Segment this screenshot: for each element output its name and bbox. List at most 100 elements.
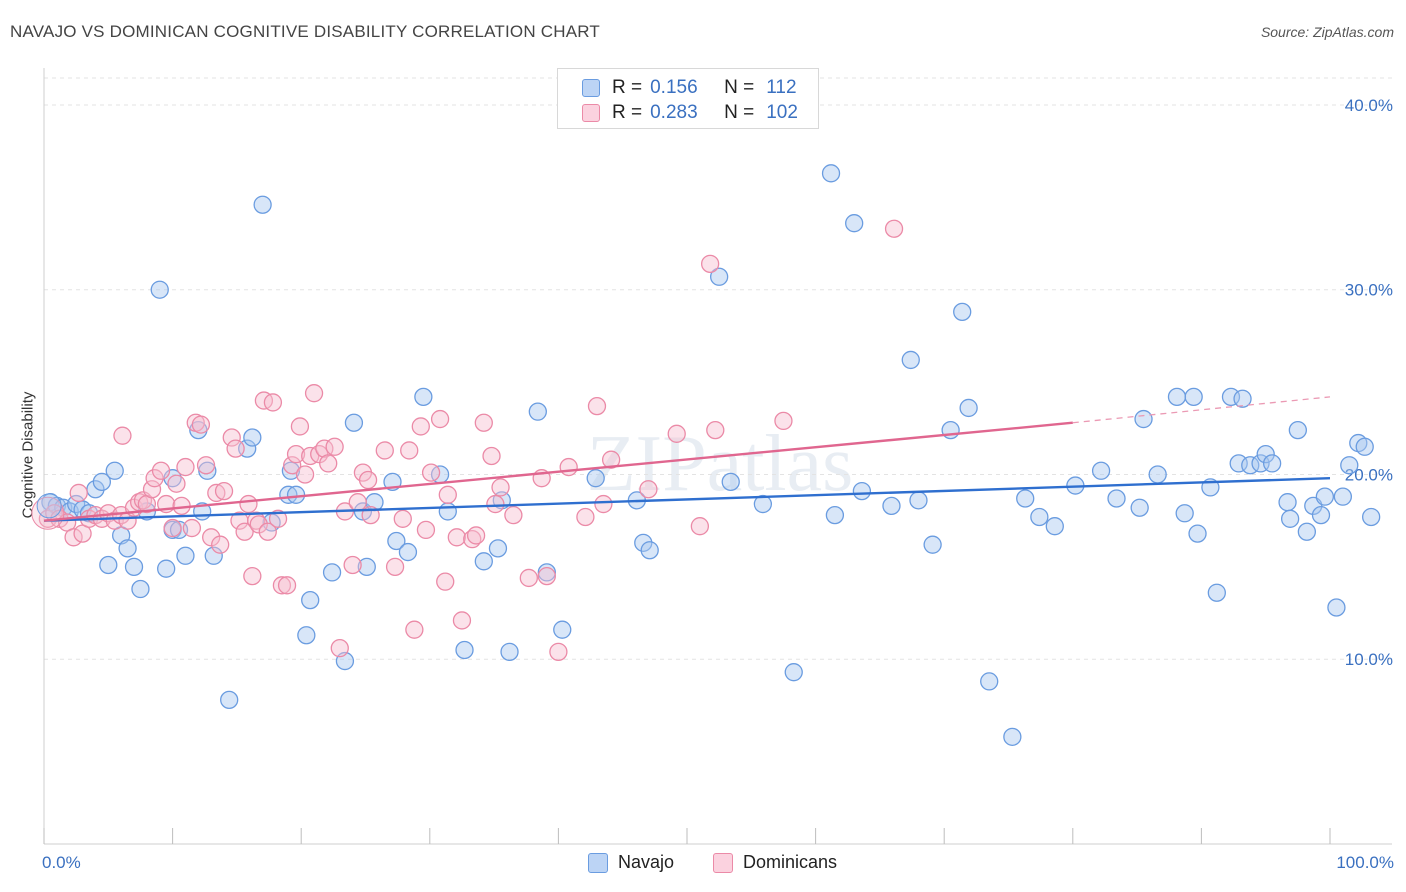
dominicans-point xyxy=(466,526,486,545)
dominicans-point xyxy=(486,494,505,514)
dominicans-point xyxy=(268,509,288,528)
dominicans-point xyxy=(222,428,241,447)
stats-legend: R = 0.156 N = 112 R = 0.283 N = 102 xyxy=(557,68,819,129)
dominicans-point xyxy=(416,520,436,540)
dominicans-point xyxy=(239,494,258,514)
navajo-point xyxy=(1233,389,1252,408)
dominicans-point xyxy=(145,469,164,488)
navajo-point xyxy=(1134,409,1153,429)
dominicans-point xyxy=(343,555,362,575)
navajo-point xyxy=(959,398,978,418)
navajo-point xyxy=(297,626,316,645)
navajo-point xyxy=(204,546,223,565)
legend-item-dominicans: Dominicans xyxy=(713,852,837,873)
chart-title: NAVAJO VS DOMINICAN COGNITIVE DISABILITY… xyxy=(10,22,601,41)
navajo-point xyxy=(1315,487,1335,506)
navajo-point xyxy=(357,557,376,577)
dominicans-point xyxy=(290,417,310,436)
dominicans-point xyxy=(706,420,725,440)
navajo-point xyxy=(1278,493,1297,512)
dominicans-point xyxy=(594,494,613,514)
dominicans-point xyxy=(214,481,234,501)
dominicans-point xyxy=(319,454,338,473)
navajo-point xyxy=(1256,445,1275,464)
n-label: N = xyxy=(724,77,755,98)
dominicans-point xyxy=(277,576,297,595)
dominicans-point xyxy=(69,483,88,503)
r-label: R = xyxy=(612,102,643,123)
navajo-point xyxy=(488,539,508,558)
y-tick-label: 10.0% xyxy=(1345,650,1393,669)
navajo-point xyxy=(1030,507,1049,527)
navajo-point xyxy=(118,539,137,558)
navajo-point xyxy=(1045,517,1064,536)
dominicans-point xyxy=(690,517,710,536)
navajo-point xyxy=(1107,489,1126,508)
dominicans-point xyxy=(286,445,306,464)
navajo-point xyxy=(753,494,773,514)
navajo-point xyxy=(322,563,342,582)
dominicans-point xyxy=(884,219,904,238)
dominicans-point xyxy=(191,415,211,434)
x-tick-max: 100.0% xyxy=(1336,853,1394,872)
navajo-point xyxy=(286,485,306,504)
navajo-point xyxy=(1130,498,1149,517)
navajo-point xyxy=(1280,509,1300,528)
dominicans-point xyxy=(142,480,162,499)
navajo-point xyxy=(1355,437,1374,456)
dominicans-point xyxy=(421,463,441,482)
dominicans-point xyxy=(430,409,450,429)
navajo-point xyxy=(1262,454,1282,473)
stats-row-navajo: R = 0.156 N = 112 xyxy=(582,77,797,99)
dominicans-point xyxy=(182,518,202,538)
dominicans-point xyxy=(254,391,274,410)
dominicans-point xyxy=(601,450,621,469)
dominicans-point xyxy=(700,254,720,273)
navajo-point xyxy=(1003,727,1022,746)
dominicans-point xyxy=(452,611,472,630)
navajo-point xyxy=(36,493,62,519)
r-value: 0.283 xyxy=(650,102,698,123)
navajo-trend-line xyxy=(43,476,1331,522)
dominicans-point xyxy=(163,518,182,538)
navajo-swatch xyxy=(582,79,600,97)
y-tick-label: 40.0% xyxy=(1345,96,1393,115)
dominicans-point xyxy=(176,457,195,477)
navajo-point xyxy=(784,663,803,682)
navajo-point xyxy=(953,302,972,322)
dominicans-point xyxy=(375,441,394,460)
n-value: 112 xyxy=(766,77,797,98)
dominicans-point xyxy=(243,566,262,586)
dominicans-point xyxy=(576,507,595,527)
dominicans-point xyxy=(64,528,83,547)
dominicans-point xyxy=(774,411,793,431)
dominicans-point xyxy=(325,437,344,456)
navajo-point xyxy=(474,552,493,571)
dominicans-point xyxy=(537,566,556,586)
navajo-point xyxy=(845,214,864,233)
navajo-point xyxy=(1333,487,1353,506)
dominicans-point xyxy=(283,456,302,475)
y-tick-label: 30.0% xyxy=(1345,281,1393,300)
dominicans-point xyxy=(301,446,320,466)
navajo-point xyxy=(455,640,474,660)
legend-label-navajo: Navajo xyxy=(618,852,675,872)
dominicans-trend-line xyxy=(43,421,1073,522)
dominicans-point xyxy=(258,522,277,541)
dominicans-point xyxy=(436,572,455,591)
navajo-point xyxy=(923,535,942,554)
dominicans-point xyxy=(474,413,493,432)
navajo-point xyxy=(398,542,418,562)
dominicans-point xyxy=(405,620,424,639)
dominicans-point xyxy=(235,522,254,541)
navajo-point xyxy=(414,387,433,407)
legend-item-navajo: Navajo xyxy=(588,852,674,873)
navajo-point xyxy=(721,472,740,492)
dominicans-point xyxy=(211,535,230,554)
source-label: Source: ZipAtlas.com xyxy=(1260,24,1394,40)
navajo-point xyxy=(243,428,262,447)
dominicans-point xyxy=(295,465,315,484)
navajo-point xyxy=(882,496,901,516)
navajo-point xyxy=(909,491,928,510)
